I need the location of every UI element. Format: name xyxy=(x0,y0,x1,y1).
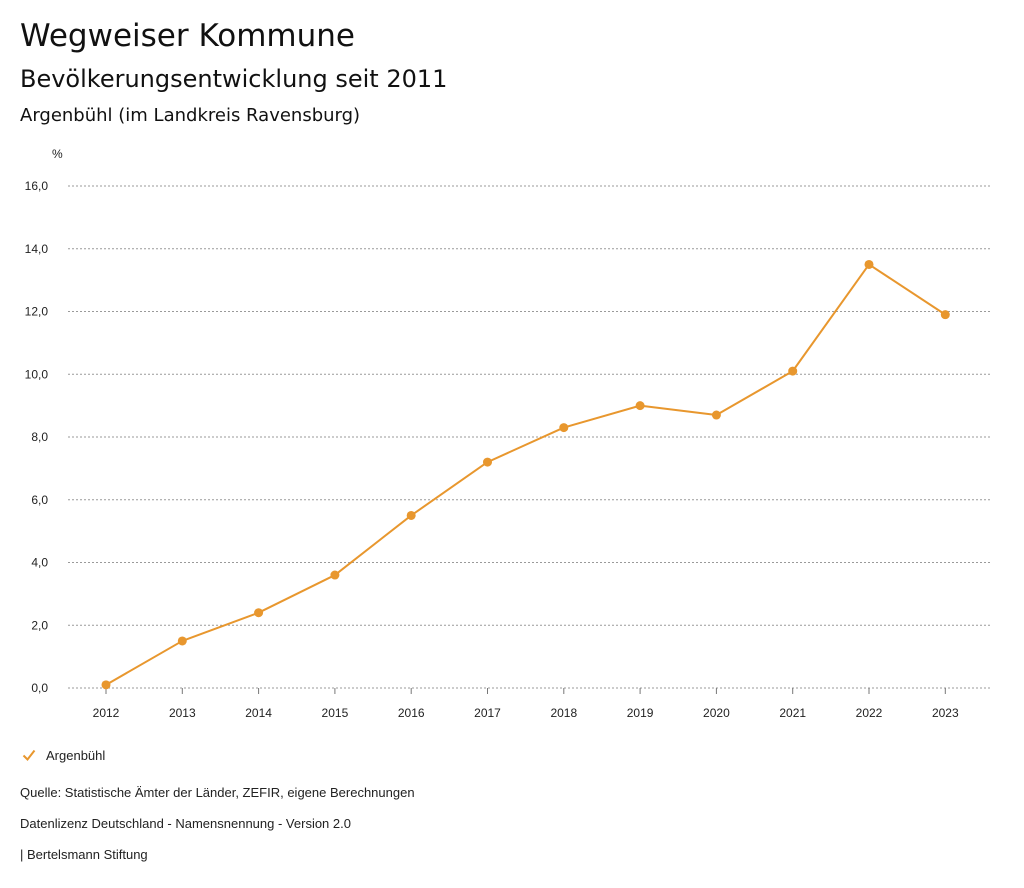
data-point[interactable] xyxy=(940,310,950,320)
legend-label: Argenbühl xyxy=(46,747,106,763)
x-tick-label: 2022 xyxy=(856,706,883,720)
page-title: Wegweiser Kommune xyxy=(20,18,355,54)
y-tick-label: 6,0 xyxy=(31,493,48,507)
x-tick-label: 2021 xyxy=(779,706,806,720)
data-point[interactable] xyxy=(406,510,416,520)
data-point[interactable] xyxy=(864,259,874,269)
brand-note: | Bertelsmann Stiftung xyxy=(20,847,148,862)
y-tick-label: 10,0 xyxy=(25,367,49,381)
y-tick-label: 4,0 xyxy=(31,556,48,570)
x-tick-label: 2018 xyxy=(550,706,577,720)
x-tick-label: 2019 xyxy=(627,706,654,720)
y-tick-label: 16,0 xyxy=(25,179,49,193)
data-point[interactable] xyxy=(559,423,569,433)
x-tick-label: 2015 xyxy=(322,706,349,720)
y-tick-label: 12,0 xyxy=(25,305,49,319)
x-tick-label: 2013 xyxy=(169,706,196,720)
data-point[interactable] xyxy=(711,410,721,420)
data-point[interactable] xyxy=(254,608,264,618)
grid-lines xyxy=(68,185,990,689)
y-tick-label: 0,0 xyxy=(31,681,48,695)
data-point[interactable] xyxy=(177,636,187,646)
y-axis: % 0,0 2,0 4,0 6,0 8,0 10,0 12,0 14,0 16,0 xyxy=(25,147,63,695)
region-label: Argenbühl (im Landkreis Ravensburg) xyxy=(20,105,361,126)
data-series xyxy=(101,259,950,690)
source-note: Quelle: Statistische Ämter der Länder, Z… xyxy=(20,785,415,800)
chart-subtitle: Bevölkerungsentwicklung seit 2011 xyxy=(20,65,448,93)
y-tick-label: 8,0 xyxy=(31,430,48,444)
x-axis: 2012 2013 2014 2015 2016 2017 2018 2019 2020 2021… xyxy=(93,688,959,720)
series-line xyxy=(105,263,946,686)
y-tick-label: 2,0 xyxy=(31,618,48,632)
x-tick-label: 2016 xyxy=(398,706,425,720)
data-point[interactable] xyxy=(330,570,340,580)
license-note: Datenlizenz Deutschland - Namensnennung … xyxy=(20,816,351,831)
x-tick-label: 2014 xyxy=(245,706,272,720)
y-axis-unit: % xyxy=(52,147,63,161)
x-tick-label: 2017 xyxy=(474,706,501,720)
data-point[interactable] xyxy=(483,457,492,467)
data-point[interactable] xyxy=(788,366,798,376)
check-icon xyxy=(22,749,36,762)
legend[interactable]: Argenbühl xyxy=(22,744,105,766)
data-point[interactable] xyxy=(101,680,111,690)
data-point[interactable] xyxy=(635,401,645,411)
line-chart: %0,02,04,06,08,010,012,014,016,0 2012 201… xyxy=(25,147,990,720)
y-tick-label: 14,0 xyxy=(25,242,49,256)
x-tick-label: 2023 xyxy=(932,706,959,720)
x-tick-label: 2020 xyxy=(703,706,730,720)
x-tick-label: 2012 xyxy=(93,706,120,720)
